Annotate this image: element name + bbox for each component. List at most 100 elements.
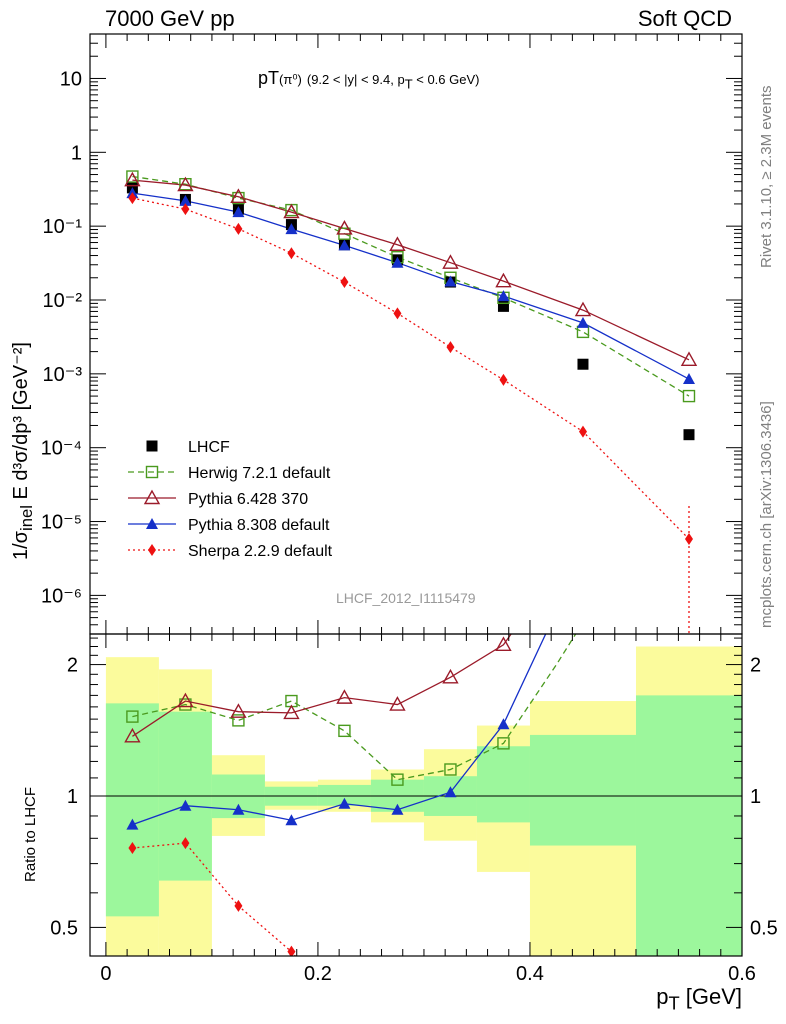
main-point-sherpa bbox=[181, 203, 190, 216]
main-point-herwig bbox=[682, 389, 696, 403]
main-point-data bbox=[497, 300, 509, 312]
main-point-pythia8 bbox=[497, 290, 510, 302]
main-point-pythia8 bbox=[285, 223, 298, 235]
x-label-sub: T bbox=[668, 992, 680, 1014]
main-curves bbox=[124, 170, 698, 634]
main-point-pythia8 bbox=[444, 275, 457, 287]
main-point-data bbox=[683, 429, 695, 441]
ratio-y-tick-label-right: 0.5 bbox=[750, 917, 778, 939]
main-y-tick-label: 10⁻³ bbox=[43, 364, 83, 386]
main-point-pythia6 bbox=[574, 301, 592, 317]
band-inner-9 bbox=[635, 695, 742, 956]
ratio-point-sherpa bbox=[128, 842, 137, 855]
header-left-label: 7000 GeV pp bbox=[105, 6, 235, 31]
band-inner-4 bbox=[317, 784, 371, 806]
main-line-pythia8 bbox=[132, 192, 690, 380]
ratio-point-herwig bbox=[444, 763, 457, 776]
main-point-pythia6 bbox=[230, 188, 247, 203]
legend-label-pythia6: Pythia 6.428 370 bbox=[188, 491, 308, 508]
main-point-pythia8 bbox=[232, 206, 245, 218]
band-inner-7 bbox=[476, 746, 530, 823]
main-point-sherpa bbox=[393, 307, 402, 320]
main-y-tick-label: 10 bbox=[60, 68, 82, 90]
band-inner-8 bbox=[529, 734, 636, 846]
legend-marker-pythia6 bbox=[143, 489, 161, 505]
main-point-pythia6 bbox=[177, 176, 194, 192]
main-point-pythia6 bbox=[336, 220, 353, 235]
legend: LHCF Herwig 7.2.1 default Pythia 6.428 370… bbox=[128, 439, 333, 560]
ratio-point-pythia6 bbox=[124, 727, 141, 743]
main-y-tick-label: 10⁻⁴ bbox=[41, 438, 82, 460]
ratio-point-pythia6 bbox=[230, 703, 247, 718]
main-panel bbox=[124, 170, 698, 634]
main-line-sherpa bbox=[132, 197, 690, 540]
ratio-y-tick-label-left: 2 bbox=[67, 655, 78, 677]
ratio-point-herwig bbox=[126, 710, 139, 723]
plot-title: pT(π⁰) (9.2 < |y| < 9.4, pT < 0.6 GeV) bbox=[258, 68, 479, 92]
ratio-point-pythia6 bbox=[389, 696, 406, 711]
analysis-watermark: LHCF_2012_I1115479 bbox=[336, 590, 476, 606]
ratio-y-tick-label-right: 1 bbox=[750, 786, 761, 808]
ratio-point-herwig bbox=[338, 724, 351, 738]
main-point-data bbox=[577, 358, 589, 370]
main-point-pythia8 bbox=[391, 256, 404, 268]
ratio-point-herwig bbox=[497, 737, 510, 750]
main-point-sherpa bbox=[446, 341, 455, 354]
main-point-pythia8 bbox=[179, 194, 192, 206]
ratio-point-pythia6 bbox=[495, 636, 512, 651]
main-point-sherpa bbox=[287, 247, 296, 260]
main-point-sherpa bbox=[340, 276, 349, 289]
ratio-point-sherpa bbox=[287, 945, 296, 956]
main-y-tick-label: 10⁻⁵ bbox=[41, 512, 82, 534]
main-point-sherpa bbox=[578, 425, 587, 438]
ratio-point-sherpa bbox=[234, 899, 243, 912]
main-point-pythia6 bbox=[495, 272, 512, 288]
ratio-line-herwig bbox=[132, 634, 577, 781]
legend-marker-data bbox=[146, 440, 158, 452]
plot-title-cuts-a: (9.2 < |y| < 9.4, p bbox=[306, 72, 405, 87]
x-axis-label: pT [GeV] bbox=[656, 984, 742, 1014]
main-point-pythia6 bbox=[283, 203, 300, 219]
ratio-point-pythia8 bbox=[444, 786, 457, 798]
legend-label-sherpa: Sherpa 2.2.9 default bbox=[188, 543, 333, 560]
plot-title-main: pT bbox=[258, 68, 280, 88]
legend-label-pythia8: Pythia 8.308 default bbox=[188, 517, 330, 534]
ratio-point-pythia8 bbox=[232, 803, 245, 815]
x-tick-label: 0.2 bbox=[304, 963, 332, 985]
ratio-point-pythia8 bbox=[285, 814, 298, 826]
legend-marker-pythia8 bbox=[146, 518, 158, 529]
ratio-y-tick-label-right: 2 bbox=[750, 655, 761, 677]
ratio-point-pythia6 bbox=[283, 704, 300, 720]
ratio-point-herwig bbox=[232, 714, 245, 727]
main-point-herwig bbox=[576, 325, 590, 339]
ratio-curves bbox=[124, 634, 577, 956]
x-label-rest: [GeV] bbox=[679, 984, 742, 1009]
main-point-pythia6 bbox=[680, 351, 698, 366]
ratio-panel bbox=[90, 634, 742, 956]
ratio-frame bbox=[89, 633, 743, 957]
main-point-pythia6 bbox=[389, 236, 406, 251]
x-tick-label: 0.4 bbox=[516, 963, 544, 985]
main-y-tick-label: 10⁻² bbox=[43, 290, 83, 312]
ratio-line-pythia6 bbox=[132, 634, 512, 737]
main-point-pythia8 bbox=[576, 316, 589, 328]
main-point-sherpa bbox=[128, 192, 137, 205]
main-y-tick-label: 1 bbox=[71, 142, 82, 164]
main-point-sherpa bbox=[499, 373, 508, 386]
main-line-pythia6 bbox=[132, 179, 690, 361]
main-point-sherpa bbox=[234, 222, 243, 235]
main-point-herwig bbox=[126, 170, 139, 183]
main-point-pythia8 bbox=[682, 373, 695, 385]
legend-marker-sherpa bbox=[148, 544, 156, 556]
main-point-herwig bbox=[232, 191, 245, 205]
ratio-point-pythia6 bbox=[177, 692, 194, 708]
legend-marker-herwig bbox=[145, 465, 159, 479]
main-point-sherpa bbox=[684, 533, 693, 546]
plot-title-particle: (π⁰) bbox=[279, 72, 302, 87]
main-line-herwig bbox=[132, 175, 690, 397]
header-right-label: Soft QCD bbox=[637, 6, 732, 31]
x-label-main: p bbox=[656, 984, 669, 1009]
band-inner-0 bbox=[105, 703, 159, 917]
ratio-point-pythia8 bbox=[338, 797, 351, 809]
